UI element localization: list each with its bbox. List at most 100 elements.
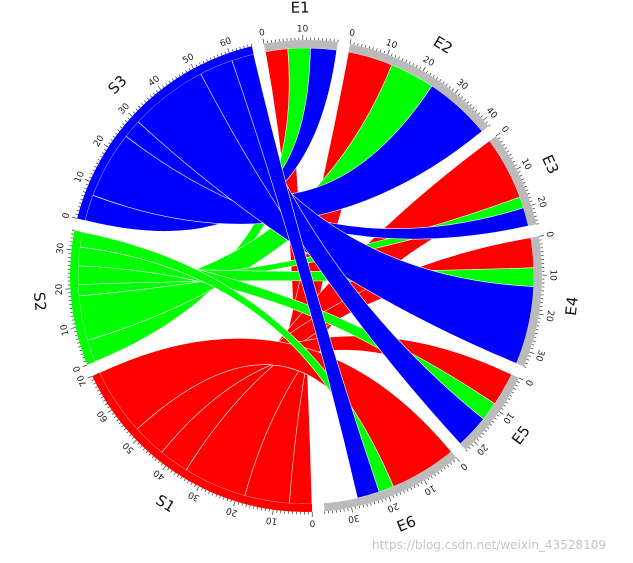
tick-s3 [138,105,141,109]
tick-e2 [436,76,439,80]
tick-e3 [512,160,516,163]
tick-e6 [366,503,368,507]
tick-e2 [353,42,355,45]
tick-s2 [75,334,78,337]
tick-s3 [168,80,171,84]
tick-s1 [142,448,146,451]
tick-e3 [506,150,510,153]
tick-e6 [434,473,437,477]
tick-e2 [376,48,378,51]
tick-label-s3: 40 [147,74,162,89]
tick-e2 [451,88,454,91]
tick-label-s1: 10 [265,514,278,526]
sector-label-e4: E4 [562,296,582,317]
tick-label-e2: 10 [384,38,398,51]
tick-s3 [101,152,105,155]
tick-s3 [127,117,130,120]
sector-label-e6: E6 [394,512,418,536]
track-e3 [489,135,537,226]
tick-e6 [430,475,433,479]
tick-e6 [351,507,353,513]
tick-e6 [413,485,416,489]
tick-e2 [412,63,415,66]
tick-s1 [272,509,274,515]
track-e2 [348,44,489,132]
tick-s1 [256,506,259,510]
tick-s1 [102,399,106,402]
tick-s3 [175,76,178,79]
tick-s3 [239,46,241,50]
tick-e3 [510,157,514,160]
tick-s1 [219,495,221,499]
tick-e5 [507,398,511,401]
tick-e3 [498,137,501,140]
tick-e3 [508,153,512,156]
tick-s3 [217,54,219,58]
tick-s1 [97,389,100,392]
tick-label-s3: 20 [92,134,107,149]
tick-s3 [103,148,107,151]
tick-e6 [377,500,380,504]
tick-e2 [469,104,472,107]
tick-s2 [74,330,77,333]
tick-s1 [132,439,137,444]
tick-e6 [406,489,409,492]
tick-s2 [66,248,72,251]
tick-e6 [370,502,372,506]
tick-s3 [122,123,125,126]
tick-e5 [489,423,492,426]
tick-s1 [226,498,229,502]
tick-s1 [126,431,129,434]
tick-e3 [495,132,501,137]
tick-e2 [480,115,483,118]
tick-s1 [183,478,186,482]
tick-e2 [398,56,400,60]
tick-label-e5: 10 [500,410,515,425]
tick-e5 [471,444,474,447]
tick-e2 [463,98,467,102]
tick-label-s3: 10 [73,170,87,185]
tick-s1 [180,476,183,480]
tick-label-e2: 0 [348,28,356,39]
tick-s3 [178,74,181,77]
tick-s3 [90,173,94,175]
tick-s3 [227,47,230,53]
tick-s1 [114,416,117,419]
tick-s1 [167,467,170,471]
tick-s3 [250,43,253,47]
tick-s1 [241,503,243,506]
tick-s2 [72,323,75,325]
tick-e2 [457,93,461,96]
tick-e6 [440,469,443,472]
tick-s3 [165,82,168,86]
tick-s3 [220,53,223,56]
tick-s3 [94,165,97,168]
tick-s1 [222,497,225,500]
tick-label-s2: 10 [59,323,71,337]
tick-s1 [201,487,203,491]
tick-s1 [111,412,115,415]
tick-s1 [95,386,98,389]
tick-s3 [185,70,188,73]
tick-label-s3: 0 [61,212,72,220]
tick-e6 [362,504,364,508]
tick-e5 [509,394,513,397]
tick-s1 [160,463,163,466]
tick-s3 [76,209,80,212]
tick-s1 [118,422,122,425]
tick-s3 [88,176,92,179]
tick-label-e2: 30 [454,78,469,93]
tick-e2 [401,58,404,61]
tick-s1 [98,393,102,395]
tick-e2 [364,45,367,48]
tick-e3 [516,166,522,170]
tick-e6 [388,496,392,502]
tick-e6 [355,506,357,510]
tick-e3 [533,211,536,214]
tick-label-e6: 20 [385,500,399,513]
tick-e2 [426,70,428,74]
tick-e3 [532,208,535,210]
tick-e5 [481,432,485,435]
tick-label-e4: 20 [543,309,555,322]
tick-e3 [534,215,537,217]
